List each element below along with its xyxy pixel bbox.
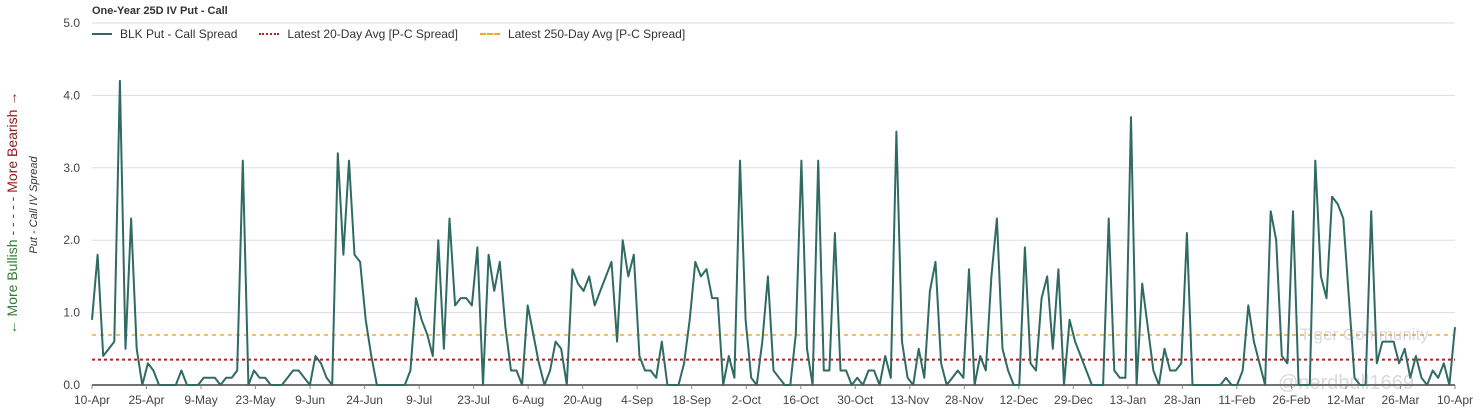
- sentiment-label: ← More Bullish - - - - - More Bearish →: [4, 92, 20, 335]
- watermark-brand: Tiger Community: [1300, 325, 1429, 344]
- legend-swatch-250day: [479, 33, 500, 35]
- x-tick-label: 10-Apr: [1437, 393, 1473, 407]
- x-tick-label: 23-Jul: [457, 393, 490, 407]
- y-tick-label: 1.0: [63, 306, 80, 320]
- x-tick-label: 2-Oct: [732, 393, 762, 407]
- x-tick-label: 28-Jan: [1164, 393, 1201, 407]
- sentiment-divider: - - - - -: [4, 193, 20, 236]
- x-tick-label: 11-Feb: [1218, 393, 1255, 407]
- x-tick-label: 25-Apr: [129, 393, 165, 407]
- y-tick-label: 5.0: [63, 16, 80, 30]
- x-tick-label: 13-Nov: [890, 393, 929, 407]
- x-tick-label: 26-Mar: [1381, 393, 1419, 407]
- x-tick-label: 28-Nov: [945, 393, 984, 407]
- legend-swatch-spread: [92, 33, 112, 35]
- bearish-label: More Bearish →: [4, 92, 20, 193]
- y-tick-label: 3.0: [63, 161, 80, 175]
- chart-title: One-Year 25D IV Put - Call: [92, 5, 228, 17]
- legend: BLK Put - Call Spread Latest 20-Day Avg …: [92, 27, 685, 41]
- x-tick-label: 9-Jul: [406, 393, 432, 407]
- legend-item-20day[interactable]: Latest 20-Day Avg [P-C Spread]: [259, 27, 458, 41]
- x-tick-label: 9-Jun: [295, 393, 325, 407]
- x-tick-label: 10-Apr: [74, 393, 110, 407]
- x-tick-label: 18-Sep: [672, 393, 711, 407]
- legend-label-spread: BLK Put - Call Spread: [120, 27, 238, 41]
- y-tick-label: 2.0: [63, 233, 80, 247]
- legend-label-20day: Latest 20-Day Avg [P-C Spread]: [287, 27, 458, 41]
- x-tick-label: 30-Oct: [837, 393, 874, 407]
- x-tick-label: 12-Mar: [1327, 393, 1365, 407]
- x-tick-label: 20-Aug: [563, 393, 602, 407]
- bullish-label: ← More Bullish: [4, 236, 20, 335]
- x-tick-label: 29-Dec: [1054, 393, 1093, 407]
- x-tick-label: 9-May: [184, 393, 217, 407]
- x-tick-label: 13-Jan: [1110, 393, 1147, 407]
- legend-swatch-20day: [259, 33, 280, 35]
- x-tick-label: 4-Sep: [621, 393, 653, 407]
- x-tick-label: 6-Aug: [512, 393, 544, 407]
- legend-item-spread[interactable]: BLK Put - Call Spread: [92, 27, 237, 41]
- watermark-handle: @nerdbull1669: [1278, 372, 1414, 394]
- x-tick-label: 24-Jun: [346, 393, 383, 407]
- y-tick-label: 4.0: [63, 88, 80, 102]
- x-tick-label: 26-Feb: [1272, 393, 1310, 407]
- legend-item-250day[interactable]: Latest 250-Day Avg [P-C Spread]: [479, 27, 686, 41]
- y-axis-label: Put - Call IV Spread: [28, 156, 40, 254]
- x-tick-label: 16-Oct: [783, 393, 820, 407]
- series-line-blk-spread: [91, 79, 1456, 386]
- x-tick-label: 23-May: [236, 393, 276, 407]
- legend-label-250day: Latest 250-Day Avg [P-C Spread]: [507, 27, 686, 41]
- y-tick-label: 0.0: [63, 378, 80, 392]
- x-tick-label: 12-Dec: [999, 393, 1038, 407]
